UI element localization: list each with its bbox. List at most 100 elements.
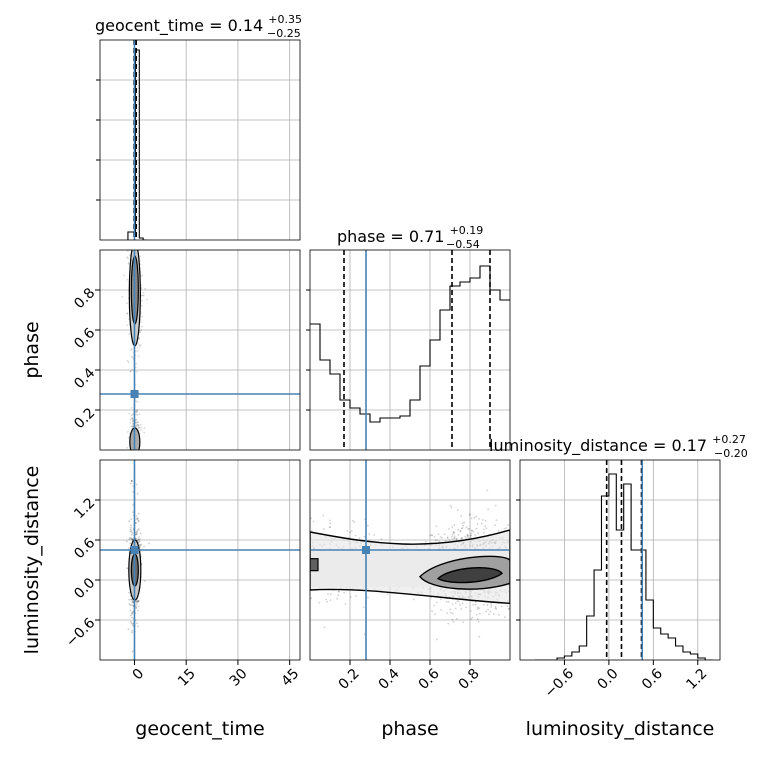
sample-point — [131, 601, 134, 604]
sample-point — [126, 302, 128, 305]
sample-point — [472, 530, 475, 533]
sample-point — [135, 537, 137, 540]
sample-point — [135, 531, 137, 534]
sample-point — [137, 517, 139, 520]
sample-point — [135, 422, 137, 425]
sample-point — [128, 547, 130, 549]
sample-point — [494, 606, 497, 609]
y-axis-label-luminosity-distance: luminosity_distance — [21, 466, 43, 655]
sample-point — [132, 485, 135, 487]
sample-point — [137, 605, 140, 608]
sample-point — [470, 618, 472, 620]
tick-label: 0.6 — [416, 666, 443, 693]
sample-point — [328, 526, 331, 529]
sample-point — [452, 537, 455, 540]
sample-point — [424, 540, 427, 543]
sample-point — [412, 598, 415, 601]
sample-point — [337, 594, 340, 597]
sample-point — [363, 633, 366, 636]
sample-point — [446, 537, 449, 540]
tick-label: 0.0 — [71, 575, 98, 602]
sample-point — [452, 531, 455, 534]
sample-point — [128, 538, 131, 541]
sample-point — [460, 537, 463, 540]
sample-point — [143, 580, 146, 582]
sample-point — [140, 321, 142, 324]
sample-point — [135, 411, 137, 414]
sample-point — [450, 506, 453, 509]
sample-point — [131, 416, 134, 419]
sample-point — [131, 611, 134, 614]
panel-frame — [519, 459, 721, 661]
sample-point — [135, 421, 137, 424]
sample-point — [460, 515, 463, 517]
sample-point — [139, 331, 142, 334]
sample-point — [135, 350, 137, 352]
sample-point — [477, 532, 480, 535]
sample-point — [139, 344, 142, 347]
sample-point — [126, 312, 129, 315]
sample-point — [447, 600, 450, 603]
sample-point — [128, 333, 131, 336]
sample-point — [451, 533, 454, 536]
sample-point — [127, 361, 130, 364]
sample-point — [326, 600, 328, 603]
sample-point — [492, 612, 495, 615]
sample-point — [485, 610, 487, 613]
histogram-step-geocent_time — [127, 49, 147, 240]
sample-point — [474, 601, 477, 603]
sample-point — [483, 528, 485, 531]
sample-point — [141, 315, 143, 318]
sample-point — [355, 595, 357, 597]
sample-point — [471, 616, 474, 619]
sample-point — [131, 423, 134, 426]
sample-point — [495, 519, 498, 522]
sample-point — [453, 532, 456, 534]
sample-point — [131, 612, 134, 615]
sample-point — [135, 607, 138, 610]
sample-point — [449, 504, 452, 507]
sample-point — [441, 537, 443, 539]
sample-point — [430, 533, 433, 536]
sample-point — [140, 426, 142, 429]
density-contour-edge — [310, 558, 319, 572]
sample-point — [131, 598, 133, 601]
sample-point — [131, 422, 134, 425]
sample-point — [134, 366, 137, 369]
sample-point — [137, 349, 139, 352]
sample-point — [131, 623, 134, 626]
sample-point — [126, 324, 129, 327]
sample-point — [433, 604, 436, 607]
sample-point — [310, 517, 312, 520]
sample-point — [137, 600, 139, 603]
sample-point — [466, 533, 469, 536]
sample-point — [452, 531, 455, 533]
sample-point — [121, 295, 124, 298]
sample-point — [465, 606, 468, 609]
histogram-step-phase — [310, 265, 510, 423]
sample-point — [138, 330, 141, 332]
sample-point — [461, 537, 464, 539]
sample-point — [469, 610, 472, 612]
panel-frame — [309, 249, 511, 451]
sample-point — [460, 608, 463, 610]
sample-point — [135, 483, 138, 486]
sample-point — [455, 538, 458, 541]
sample-point — [130, 355, 133, 358]
sample-point — [494, 524, 497, 527]
sample-point — [462, 621, 465, 623]
sample-point — [465, 526, 468, 529]
scatter-panel-phase-vs-geocent-time — [100, 250, 300, 450]
sample-point — [477, 621, 480, 623]
sample-point — [461, 522, 464, 525]
sample-point — [476, 523, 479, 525]
histogram-panel-phase — [310, 250, 510, 450]
tick-label: 0.8 — [71, 285, 98, 312]
sample-point — [131, 417, 133, 420]
sample-point — [129, 604, 132, 606]
sample-point — [431, 534, 434, 537]
sample-point — [336, 597, 338, 600]
sample-point — [456, 509, 459, 512]
title-geocent-time-sub: −0.25 — [267, 27, 301, 40]
